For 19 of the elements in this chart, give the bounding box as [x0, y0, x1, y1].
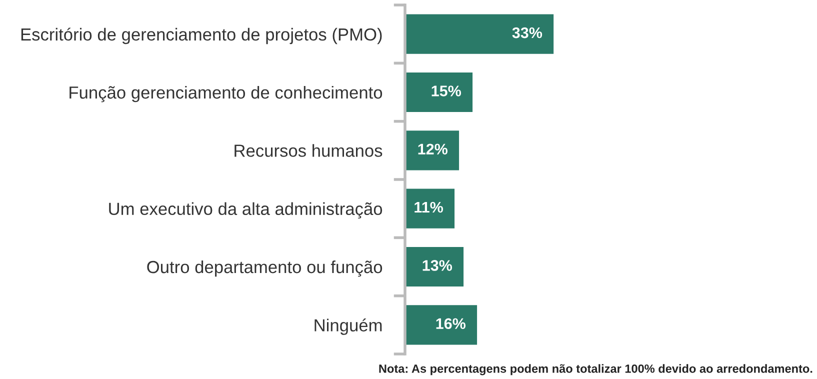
data-label: 15%	[432, 86, 462, 96]
y-tick-label: Recursos humanos	[234, 144, 382, 157]
bar	[405, 14, 554, 54]
y-tick-label: Ninguém	[314, 318, 382, 335]
bar	[405, 72, 473, 112]
data-label: 33%	[512, 27, 542, 38]
data-label: 12%	[418, 144, 448, 154]
y-tick-label: Função gerenciamento de conhecimento	[70, 86, 382, 102]
text: Nota: As percentagens podem não totalizar 100% devido ao arredondamento.	[379, 364, 812, 376]
y-tick-label: Um executivo da alta administração	[109, 202, 382, 219]
y-tick-label: Escritório de gerenciamento de projetos (PMO)	[21, 28, 382, 44]
bar	[405, 305, 478, 345]
bar	[405, 188, 455, 228]
bar	[405, 130, 460, 170]
y-tick-label: Outro departamento ou função	[147, 260, 382, 277]
data-label: 11%	[414, 202, 444, 213]
data-label: 16%	[436, 318, 466, 330]
data-label: 13%	[422, 260, 452, 271]
bar	[405, 246, 464, 287]
